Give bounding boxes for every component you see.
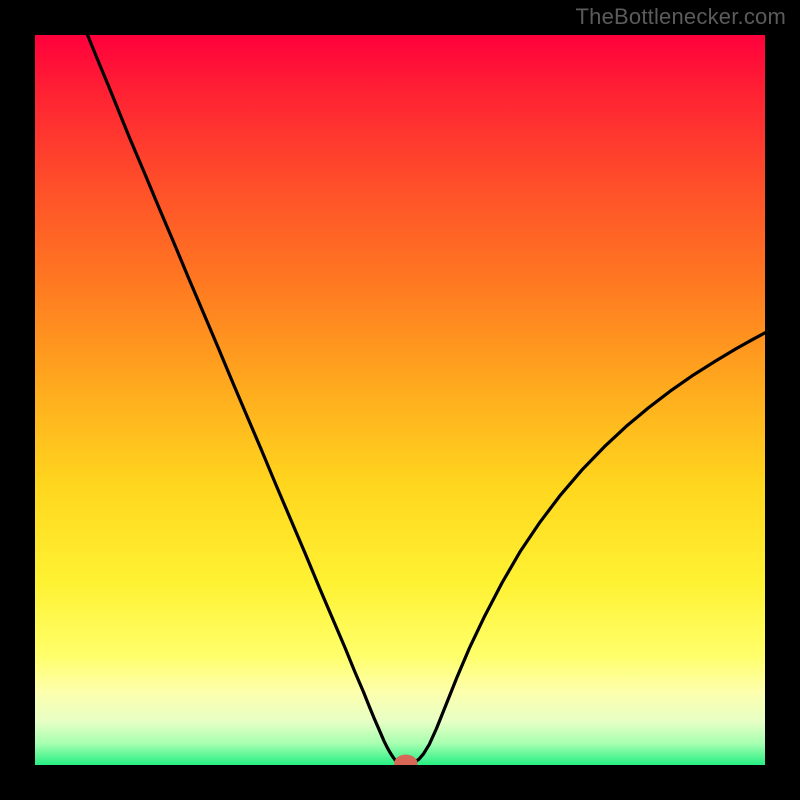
chart-background (35, 35, 765, 765)
chart-root: TheBottlenecker.com (0, 0, 800, 800)
plot-area (35, 35, 765, 765)
watermark-text: TheBottlenecker.com (576, 4, 786, 30)
chart-svg (35, 35, 765, 765)
